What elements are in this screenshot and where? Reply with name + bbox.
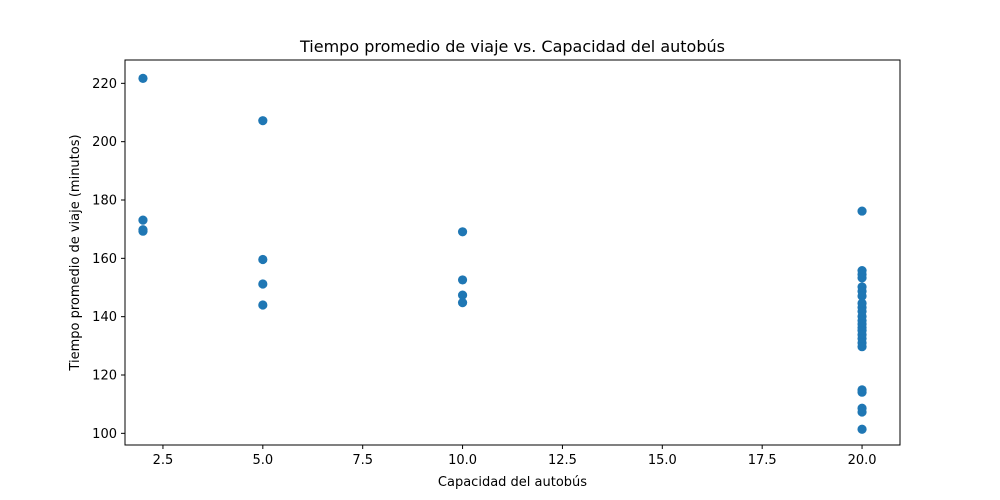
x-tick-label: 7.5 <box>352 453 373 468</box>
y-tick-label: 120 <box>92 369 117 384</box>
scatter-point <box>138 73 148 83</box>
x-axis-title: Capacidad del autobús <box>438 475 587 490</box>
scatter-point <box>258 279 268 289</box>
x-tick-label: 17.5 <box>748 453 777 468</box>
scatter-point <box>138 215 148 225</box>
x-tick-label: 12.5 <box>548 453 577 468</box>
plot-area: 2.5 5.0 7.5 10.0 12.5 15.0 17.5 20.0 100 120 140 16… <box>92 73 877 468</box>
scatter-point <box>857 342 867 352</box>
scatter-point <box>138 226 148 236</box>
plot-frame <box>124 59 901 446</box>
scatter-point <box>857 273 867 283</box>
scatter-point <box>258 300 268 310</box>
scatter-point <box>457 290 468 300</box>
x-tick-label: 15.0 <box>648 453 677 468</box>
scatter-point <box>857 407 867 417</box>
chart-title: Tiempo promedio de viaje vs. Capacidad d… <box>299 37 725 56</box>
scatter-point <box>857 291 867 301</box>
y-axis-title: Tiempo promedio de viaje (minutos) <box>68 134 83 371</box>
scatter-point <box>457 298 468 308</box>
y-tick-label: 180 <box>92 194 117 209</box>
y-tick-label: 140 <box>92 310 117 325</box>
x-tick-label: 10.0 <box>448 453 477 468</box>
scatter-point <box>457 275 468 285</box>
scatter-point <box>857 387 867 397</box>
y-tick-label: 200 <box>92 135 117 150</box>
scatter-point <box>857 206 867 216</box>
y-tick-label: 100 <box>92 427 117 442</box>
scatter-point <box>258 254 268 265</box>
x-tick-label: 5.0 <box>252 453 273 468</box>
y-tick-label: 160 <box>92 252 117 267</box>
scatter-point <box>857 424 867 434</box>
x-tick-label: 20.0 <box>848 453 877 468</box>
x-tick-label: 2.5 <box>153 453 174 468</box>
scatter-point <box>258 116 268 126</box>
y-tick-label: 220 <box>92 77 117 92</box>
scatter-point <box>457 227 468 237</box>
